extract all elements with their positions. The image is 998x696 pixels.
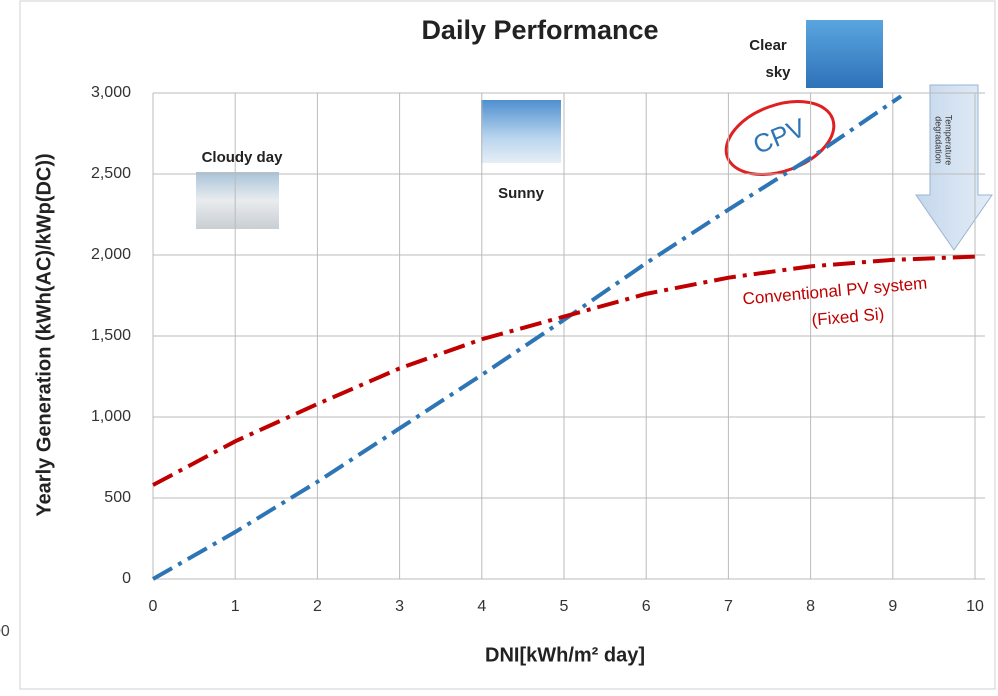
- annotation: Temperature: [944, 115, 954, 166]
- degradation-arrow: [916, 85, 992, 250]
- x-tick-label: 10: [966, 598, 984, 615]
- y-tick-label: 1,500: [91, 327, 131, 344]
- y-tick-label: 0: [122, 570, 131, 587]
- annotation: Sunny: [498, 185, 544, 202]
- sunny-image: [481, 100, 561, 163]
- annotation: sky: [765, 64, 791, 81]
- y-axis-label: Yearly Generation (kWh(AC)/kWp(DC)): [33, 153, 55, 516]
- x-tick-label: 6: [642, 598, 651, 615]
- x-tick-label: 5: [560, 598, 569, 615]
- annotation: degradation: [934, 116, 944, 164]
- annotation: Clear: [749, 37, 787, 54]
- x-tick-label: 9: [888, 598, 897, 615]
- series-label: Conventional PV system: [742, 273, 928, 308]
- x-tick-label: 3: [395, 598, 404, 615]
- annotation: Cloudy day: [202, 149, 284, 166]
- x-axis-label: DNI[kWh/m² day]: [485, 644, 645, 666]
- x-tick-label: 1: [231, 598, 240, 615]
- x-tick-label: 0: [149, 598, 158, 615]
- y-tick-label: 500: [104, 489, 131, 506]
- cloudy-image: [196, 172, 279, 229]
- y-tick-label: 1,000: [91, 408, 131, 425]
- series-label: (Fixed Si): [811, 304, 885, 329]
- x-tick-label: 4: [477, 598, 486, 615]
- x-tick-label: 2: [313, 598, 322, 615]
- y-tick-label: 2,000: [91, 246, 131, 263]
- chart: Daily Performance DNI[kWh/m² day] Yearly…: [0, 0, 998, 691]
- edge-text: 00: [0, 623, 10, 640]
- series-label: CPV: [749, 112, 810, 160]
- y-tick-label: 3,000: [91, 84, 131, 101]
- x-tick-label: 8: [806, 598, 815, 615]
- clear-sky-image: [806, 20, 883, 88]
- chart-title: Daily Performance: [421, 15, 658, 45]
- x-tick-label: 7: [724, 598, 733, 615]
- y-tick-label: 2,500: [91, 165, 131, 182]
